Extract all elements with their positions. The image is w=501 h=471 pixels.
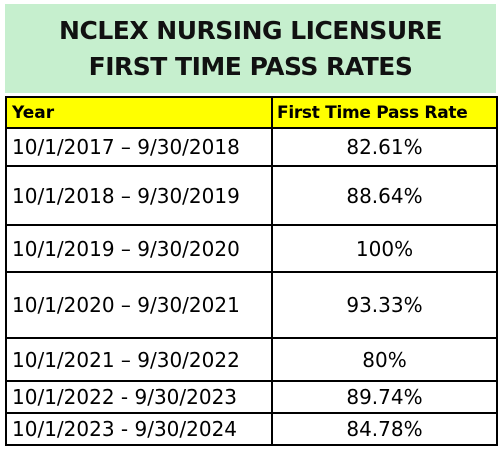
year-cell: 10/1/2018 – 9/30/2019: [5, 165, 273, 226]
title-line-2: FIRST TIME PASS RATES: [88, 51, 413, 81]
table-row: 10/1/2022 - 9/30/2023 89.74%: [5, 380, 498, 414]
rate-cell: 93.33%: [271, 271, 498, 339]
rate-cell: 100%: [271, 224, 498, 273]
rate-cell: 88.64%: [271, 165, 498, 226]
table-row: 10/1/2023 - 9/30/2024 84.78%: [5, 412, 498, 446]
table-row: 10/1/2020 – 9/30/2021 93.33%: [5, 271, 498, 339]
table-row: 10/1/2017 – 9/30/2018 82.61%: [5, 127, 498, 167]
column-header-year: Year: [5, 96, 273, 129]
rate-cell: 80%: [271, 337, 498, 382]
title-line-1: NCLEX NURSING LICENSURE: [59, 15, 442, 45]
pass-rates-table: Year First Time Pass Rate 10/1/2017 – 9/…: [5, 96, 498, 446]
rate-cell: 82.61%: [271, 127, 498, 167]
rate-cell: 84.78%: [271, 412, 498, 446]
column-header-rate: First Time Pass Rate: [271, 96, 498, 129]
year-cell: 10/1/2019 – 9/30/2020: [5, 224, 273, 273]
table-row: 10/1/2019 – 9/30/2020 100%: [5, 224, 498, 273]
table-header-row: Year First Time Pass Rate: [5, 96, 498, 129]
rate-cell: 89.74%: [271, 380, 498, 414]
year-cell: 10/1/2022 - 9/30/2023: [5, 380, 273, 414]
title-banner: NCLEX NURSING LICENSURE FIRST TIME PASS …: [5, 4, 496, 93]
table-row: 10/1/2021 – 9/30/2022 80%: [5, 337, 498, 382]
year-cell: 10/1/2023 - 9/30/2024: [5, 412, 273, 446]
year-cell: 10/1/2017 – 9/30/2018: [5, 127, 273, 167]
year-cell: 10/1/2020 – 9/30/2021: [5, 271, 273, 339]
year-cell: 10/1/2021 – 9/30/2022: [5, 337, 273, 382]
table-row: 10/1/2018 – 9/30/2019 88.64%: [5, 165, 498, 226]
